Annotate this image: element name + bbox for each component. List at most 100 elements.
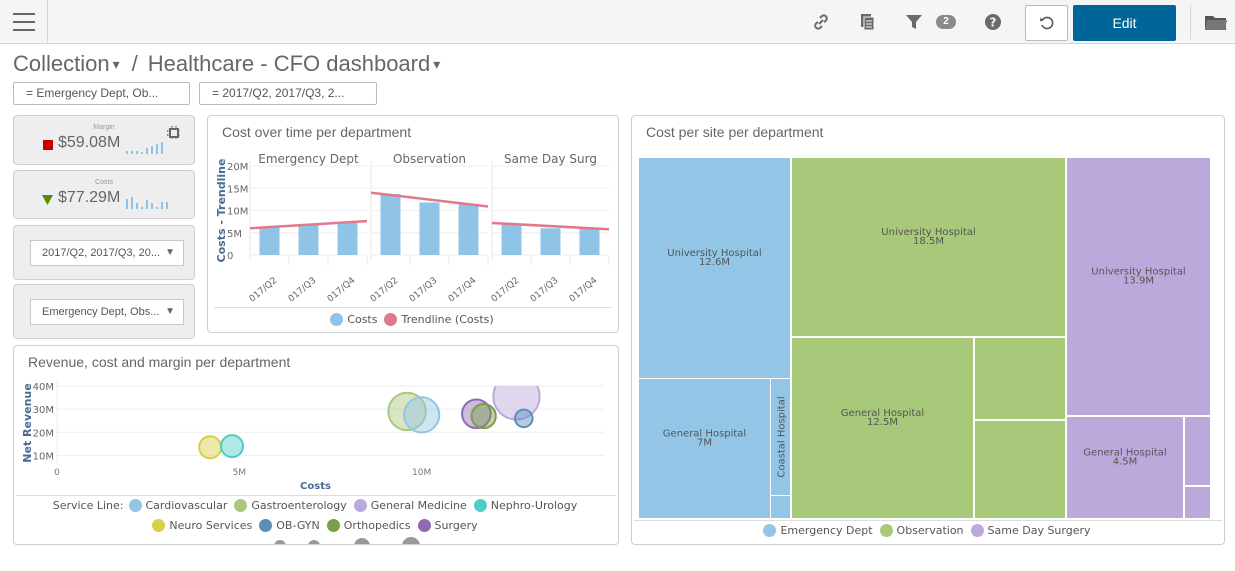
treemap-cell-value: 18.5M xyxy=(913,236,944,247)
filter-count-badge: 2 xyxy=(936,15,956,29)
y-tick-label: 40M xyxy=(33,382,54,393)
copy-button[interactable] xyxy=(857,11,879,33)
legend-item-trendline[interactable]: Trendline (Costs) xyxy=(384,313,494,326)
dropdown-arrow-icon: ▼ xyxy=(165,247,175,258)
legend-item-observation[interactable]: Observation xyxy=(879,524,964,537)
bar-same-day-surgery-2017-Q3 xyxy=(540,228,561,255)
legend-label: Costs xyxy=(347,313,378,326)
legend-item[interactable]: Orthopedics xyxy=(326,519,411,532)
hamburger-icon xyxy=(12,21,35,23)
page-title[interactable]: Healthcare - CFO dashboard xyxy=(147,51,431,76)
x-tick-label: 5M xyxy=(233,468,247,478)
bubble-legend-row-1: Service Line: Cardiovascular Gastroenter… xyxy=(14,499,618,512)
bar-legend: Costs Trendline (Costs) xyxy=(208,313,618,326)
treemap-cell-same-day-surgery-2 xyxy=(1185,417,1210,485)
kpi-label: Margin xyxy=(93,124,115,131)
bubble-neuro-services xyxy=(198,435,223,460)
folder-button[interactable] xyxy=(1204,12,1228,37)
bubble-orthopedics xyxy=(470,402,497,430)
bar-emergency-dept-2017-Q3 xyxy=(298,224,319,255)
y-tick-label: 5M xyxy=(227,229,242,240)
legend-label: Orthopedics xyxy=(343,519,411,532)
link-button[interactable] xyxy=(810,11,832,33)
legend-dot xyxy=(326,519,340,532)
trendline-observation xyxy=(370,191,489,208)
legend-dot xyxy=(384,313,398,326)
legend-divider xyxy=(16,495,616,496)
legend-item[interactable]: OB-GYN xyxy=(259,519,320,532)
trendline-emergency-dept xyxy=(249,219,368,230)
legend-item-costs[interactable]: Costs xyxy=(330,313,377,326)
legend-label: General Medicine xyxy=(370,499,467,512)
hamburger-menu-button[interactable] xyxy=(0,0,48,44)
treemap-cell-value: 12.6M xyxy=(699,257,730,268)
y-tick-label: 30M xyxy=(33,405,54,416)
help-button[interactable]: ? xyxy=(982,11,1004,33)
legend-label: OB-GYN xyxy=(276,519,320,532)
department-select-value: Emergency Dept, Obs... xyxy=(42,306,160,318)
treemap-cell-same-day-surgery-1 xyxy=(1067,417,1183,518)
legend-dot xyxy=(879,524,893,537)
treemap-cell-observation-1 xyxy=(792,338,973,518)
treemap-cell-label: University Hospital xyxy=(1091,267,1185,278)
x-tick-label: 017/Q2 xyxy=(369,276,401,305)
treemap-cell-value: 4.5M xyxy=(1113,457,1138,468)
legend-item[interactable]: Surgery xyxy=(417,519,478,532)
legend-dot xyxy=(417,519,431,532)
y-tick-label: 10M xyxy=(227,207,248,218)
legend-item[interactable]: General Medicine xyxy=(353,499,467,512)
filter-chip-department[interactable]: = Emergency Dept, Ob... xyxy=(13,82,190,105)
quarter-selector-tile: 2017/Q2, 2017/Q3, 20... ▼ xyxy=(13,225,195,280)
breadcrumb-collection[interactable]: Collection xyxy=(13,51,110,76)
revenue-cost-margin-panel: Revenue, cost and margin per department … xyxy=(13,345,619,545)
chip-icon[interactable] xyxy=(166,125,182,141)
x-tick-label: 017/Q4 xyxy=(326,275,358,304)
kpi-margin[interactable]: Margin $59.08M xyxy=(13,115,195,165)
chevron-down-icon[interactable]: ▾ xyxy=(112,56,120,72)
treemap-cell-value: 13.9M xyxy=(1123,276,1154,287)
kpi-costs[interactable]: Costs $77.29M xyxy=(13,170,195,219)
legend-item[interactable]: Neuro Services xyxy=(152,519,252,532)
treemap-cell-label: Coastal Hospital xyxy=(777,396,788,477)
x-tick-label: 017/Q3 xyxy=(287,276,319,305)
bubble-legend-row-2: Neuro Services OB-GYN Orthopedics Surger… xyxy=(14,519,618,532)
treemap-cell-value: 12.5M xyxy=(867,417,898,428)
bubble-surgery xyxy=(461,398,492,430)
treemap-cell-observation-0 xyxy=(792,158,1065,336)
treemap-cell-label: University Hospital xyxy=(667,248,761,259)
legend-label: Surgery xyxy=(434,519,478,532)
quarter-select[interactable]: 2017/Q2, 2017/Q3, 20... ▼ xyxy=(30,240,184,266)
refresh-button[interactable] xyxy=(1025,5,1068,41)
down-triangle-icon xyxy=(42,195,53,205)
treemap-cell-label: General Hospital xyxy=(841,408,924,419)
chevron-down-icon[interactable]: ▾ xyxy=(433,56,441,72)
breadcrumb: Collection ▾ / Healthcare - CFO dashboard ▾ xyxy=(13,51,446,77)
treemap-cell-value: 7M xyxy=(697,438,712,449)
treemap-legend: Emergency Dept Observation Same Day Surg… xyxy=(632,524,1224,537)
treemap-cell-emergency-dept-1 xyxy=(639,379,770,518)
legend-item[interactable]: Gastroenterology xyxy=(234,499,347,512)
legend-item-emergency[interactable]: Emergency Dept xyxy=(763,524,873,537)
treemap-cell-label: General Hospital xyxy=(663,429,746,440)
y-axis-label: Net Revenue xyxy=(21,383,34,462)
cost-over-time-chart: Costs - Trendline 0 5M 10M 15M 20M Emergency D… xyxy=(215,152,610,305)
legend-item-same-day[interactable]: Same Day Surgery xyxy=(970,524,1091,537)
treemap-cell-label: General Hospital xyxy=(1083,448,1166,459)
edit-button[interactable]: Edit xyxy=(1073,5,1176,41)
treemap-cell-emergency-dept-3 xyxy=(771,496,790,518)
legend-item[interactable]: Nephro-Urology xyxy=(473,499,577,512)
x-tick-label: 017/Q3 xyxy=(529,276,561,305)
folder-icon xyxy=(1205,16,1227,30)
department-select[interactable]: Emergency Dept, Obs... ▼ xyxy=(30,299,184,325)
legend-item[interactable]: Cardiovascular xyxy=(128,499,227,512)
legend-label: Gastroenterology xyxy=(251,499,347,512)
bar-emergency-dept-2017-Q4 xyxy=(337,222,358,255)
bubble-group xyxy=(198,386,541,460)
treemap-cell-observation-3 xyxy=(975,421,1065,518)
toolbar-divider xyxy=(1190,5,1191,39)
filter-chip-quarter[interactable]: = 2017/Q2, 2017/Q3, 2... xyxy=(199,82,377,105)
treemap-cell-emergency-dept-2 xyxy=(771,379,790,495)
x-tick-label: 017/Q2 xyxy=(490,276,522,305)
svg-text:?: ? xyxy=(990,16,997,30)
filter-button[interactable] xyxy=(903,11,925,33)
